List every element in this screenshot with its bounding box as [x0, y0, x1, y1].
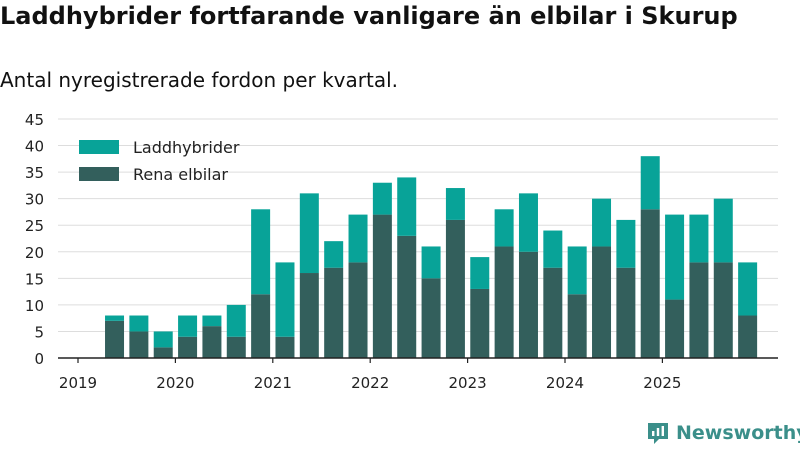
- brand-logo: Newsworthy: [645, 420, 800, 446]
- legend-label: Laddhybrider: [133, 138, 240, 157]
- bar-laddhybrider: [640, 156, 660, 210]
- bar-laddhybrider: [202, 315, 222, 327]
- bar-laddhybrider: [397, 177, 417, 236]
- bar-laddhybrider: [372, 182, 392, 215]
- bar-rena-elbilar: [275, 336, 295, 358]
- bar-laddhybrider: [592, 198, 612, 247]
- bar-rena-elbilar: [299, 273, 319, 358]
- y-tick-label: 5: [34, 323, 44, 341]
- y-tick-label: 30: [25, 191, 44, 209]
- bar-rena-elbilar: [543, 267, 563, 358]
- bar-rena-elbilar: [202, 326, 222, 358]
- bar-laddhybrider: [421, 246, 441, 279]
- bar-rena-elbilar: [689, 262, 709, 358]
- bar-rena-elbilar: [470, 288, 490, 358]
- bar-laddhybrider: [129, 315, 149, 332]
- bar-rena-elbilar: [324, 267, 344, 358]
- y-tick-label: 10: [25, 297, 44, 315]
- bar-rena-elbilar: [226, 336, 246, 358]
- x-tick-label: 2023: [449, 374, 487, 392]
- bar-laddhybrider: [494, 209, 514, 247]
- legend-swatch: [79, 167, 119, 181]
- x-tick-label: 2022: [351, 374, 389, 392]
- bar-rena-elbilar: [592, 246, 612, 358]
- bar-rena-elbilar: [348, 262, 368, 358]
- bar-rena-elbilar: [494, 246, 514, 358]
- bar-laddhybrider: [567, 246, 587, 295]
- chart-title: Laddhybrider fortfarande vanligare än el…: [0, 2, 738, 30]
- bar-rena-elbilar: [105, 320, 125, 358]
- legend-label: Rena elbilar: [133, 165, 228, 184]
- bar-rena-elbilar: [129, 331, 149, 358]
- brand-name: Newsworthy: [676, 422, 800, 444]
- bar-laddhybrider: [713, 198, 733, 263]
- bar-rena-elbilar: [153, 347, 173, 358]
- bar-rena-elbilar: [445, 219, 465, 358]
- bar-rena-elbilar: [738, 315, 758, 358]
- y-tick-label: 20: [25, 244, 44, 262]
- legend-swatch: [79, 140, 119, 154]
- bar-laddhybrider: [518, 193, 538, 252]
- bar-laddhybrider: [665, 214, 685, 300]
- bar-laddhybrider: [178, 315, 198, 337]
- bar-rena-elbilar: [372, 214, 392, 358]
- bar-laddhybrider: [251, 209, 271, 295]
- chart-subtitle: Antal nyregistrerade fordon per kvartal.: [0, 68, 399, 92]
- x-tick-label: 2025: [643, 374, 681, 392]
- bar-rena-elbilar: [640, 209, 660, 358]
- bar-rena-elbilar: [518, 251, 538, 358]
- y-tick-label: 45: [25, 111, 44, 129]
- bar-laddhybrider: [689, 214, 709, 263]
- bar-laddhybrider: [226, 304, 246, 337]
- y-tick-label: 25: [25, 217, 44, 235]
- y-tick-label: 0: [34, 350, 44, 368]
- bar-laddhybrider: [348, 214, 368, 263]
- x-tick-label: 2021: [254, 374, 292, 392]
- x-tick-label: 2020: [156, 374, 194, 392]
- bar-laddhybrider: [616, 219, 636, 268]
- bar-rena-elbilar: [616, 267, 636, 358]
- bar-laddhybrider: [738, 262, 758, 316]
- bar-rena-elbilar: [397, 235, 417, 358]
- y-tick-label: 35: [25, 164, 44, 182]
- y-tick-label: 40: [25, 138, 44, 156]
- bar-rena-elbilar: [178, 336, 198, 358]
- bar-laddhybrider: [153, 331, 173, 348]
- newsworthy-logo-icon: [648, 423, 668, 444]
- bar-laddhybrider: [105, 315, 125, 321]
- x-tick-label: 2024: [546, 374, 584, 392]
- bar-rena-elbilar: [251, 294, 271, 358]
- bar-rena-elbilar: [567, 294, 587, 358]
- bar-laddhybrider: [470, 257, 490, 289]
- bar-laddhybrider: [543, 230, 563, 268]
- x-tick-label: 2019: [59, 374, 97, 392]
- bar-laddhybrider: [299, 193, 319, 274]
- y-tick-label: 15: [25, 270, 44, 288]
- bar-laddhybrider: [445, 188, 465, 220]
- bar-rena-elbilar: [713, 262, 733, 358]
- bar-rena-elbilar: [665, 299, 685, 358]
- bar-rena-elbilar: [421, 278, 441, 358]
- bar-laddhybrider: [324, 241, 344, 268]
- bar-laddhybrider: [275, 262, 295, 337]
